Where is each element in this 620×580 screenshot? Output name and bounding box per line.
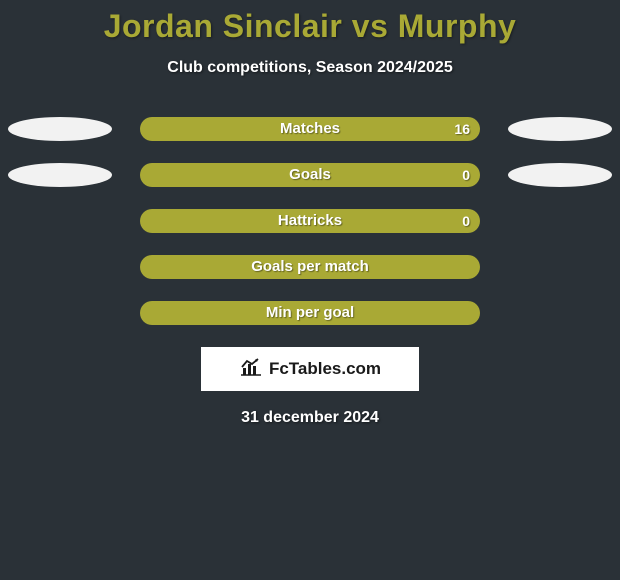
watermark-text: FcTables.com	[269, 359, 381, 379]
stat-value: 0	[462, 163, 470, 187]
stat-label: Goals	[140, 163, 480, 187]
stat-bar: Matches16	[140, 117, 480, 141]
infographic-container: Jordan Sinclair vs Murphy Club competiti…	[0, 0, 620, 427]
stat-row: Goals per match	[0, 255, 620, 279]
stat-row: Goals0	[0, 163, 620, 187]
stat-bar: Hattricks0	[140, 209, 480, 233]
stat-row: Min per goal	[0, 301, 620, 325]
stat-bar: Goals per match	[140, 255, 480, 279]
stat-row: Hattricks0	[0, 209, 620, 233]
player-right-ellipse	[508, 163, 612, 187]
stat-bar: Goals0	[140, 163, 480, 187]
stat-value: 0	[462, 209, 470, 233]
stat-bar: Min per goal	[140, 301, 480, 325]
stat-label: Hattricks	[140, 209, 480, 233]
stat-label: Min per goal	[140, 301, 480, 325]
page-title: Jordan Sinclair vs Murphy	[0, 8, 620, 45]
watermark-box: FcTables.com	[201, 347, 419, 391]
chart-icon	[239, 357, 263, 382]
stat-label: Matches	[140, 117, 480, 141]
stats-area: Matches16Goals0Hattricks0Goals per match…	[0, 117, 620, 325]
player-left-ellipse	[8, 117, 112, 141]
date-line: 31 december 2024	[0, 409, 620, 427]
stat-label: Goals per match	[140, 255, 480, 279]
stat-row: Matches16	[0, 117, 620, 141]
player-right-ellipse	[508, 117, 612, 141]
player-left-ellipse	[8, 163, 112, 187]
subtitle: Club competitions, Season 2024/2025	[0, 59, 620, 77]
stat-value: 16	[454, 117, 470, 141]
